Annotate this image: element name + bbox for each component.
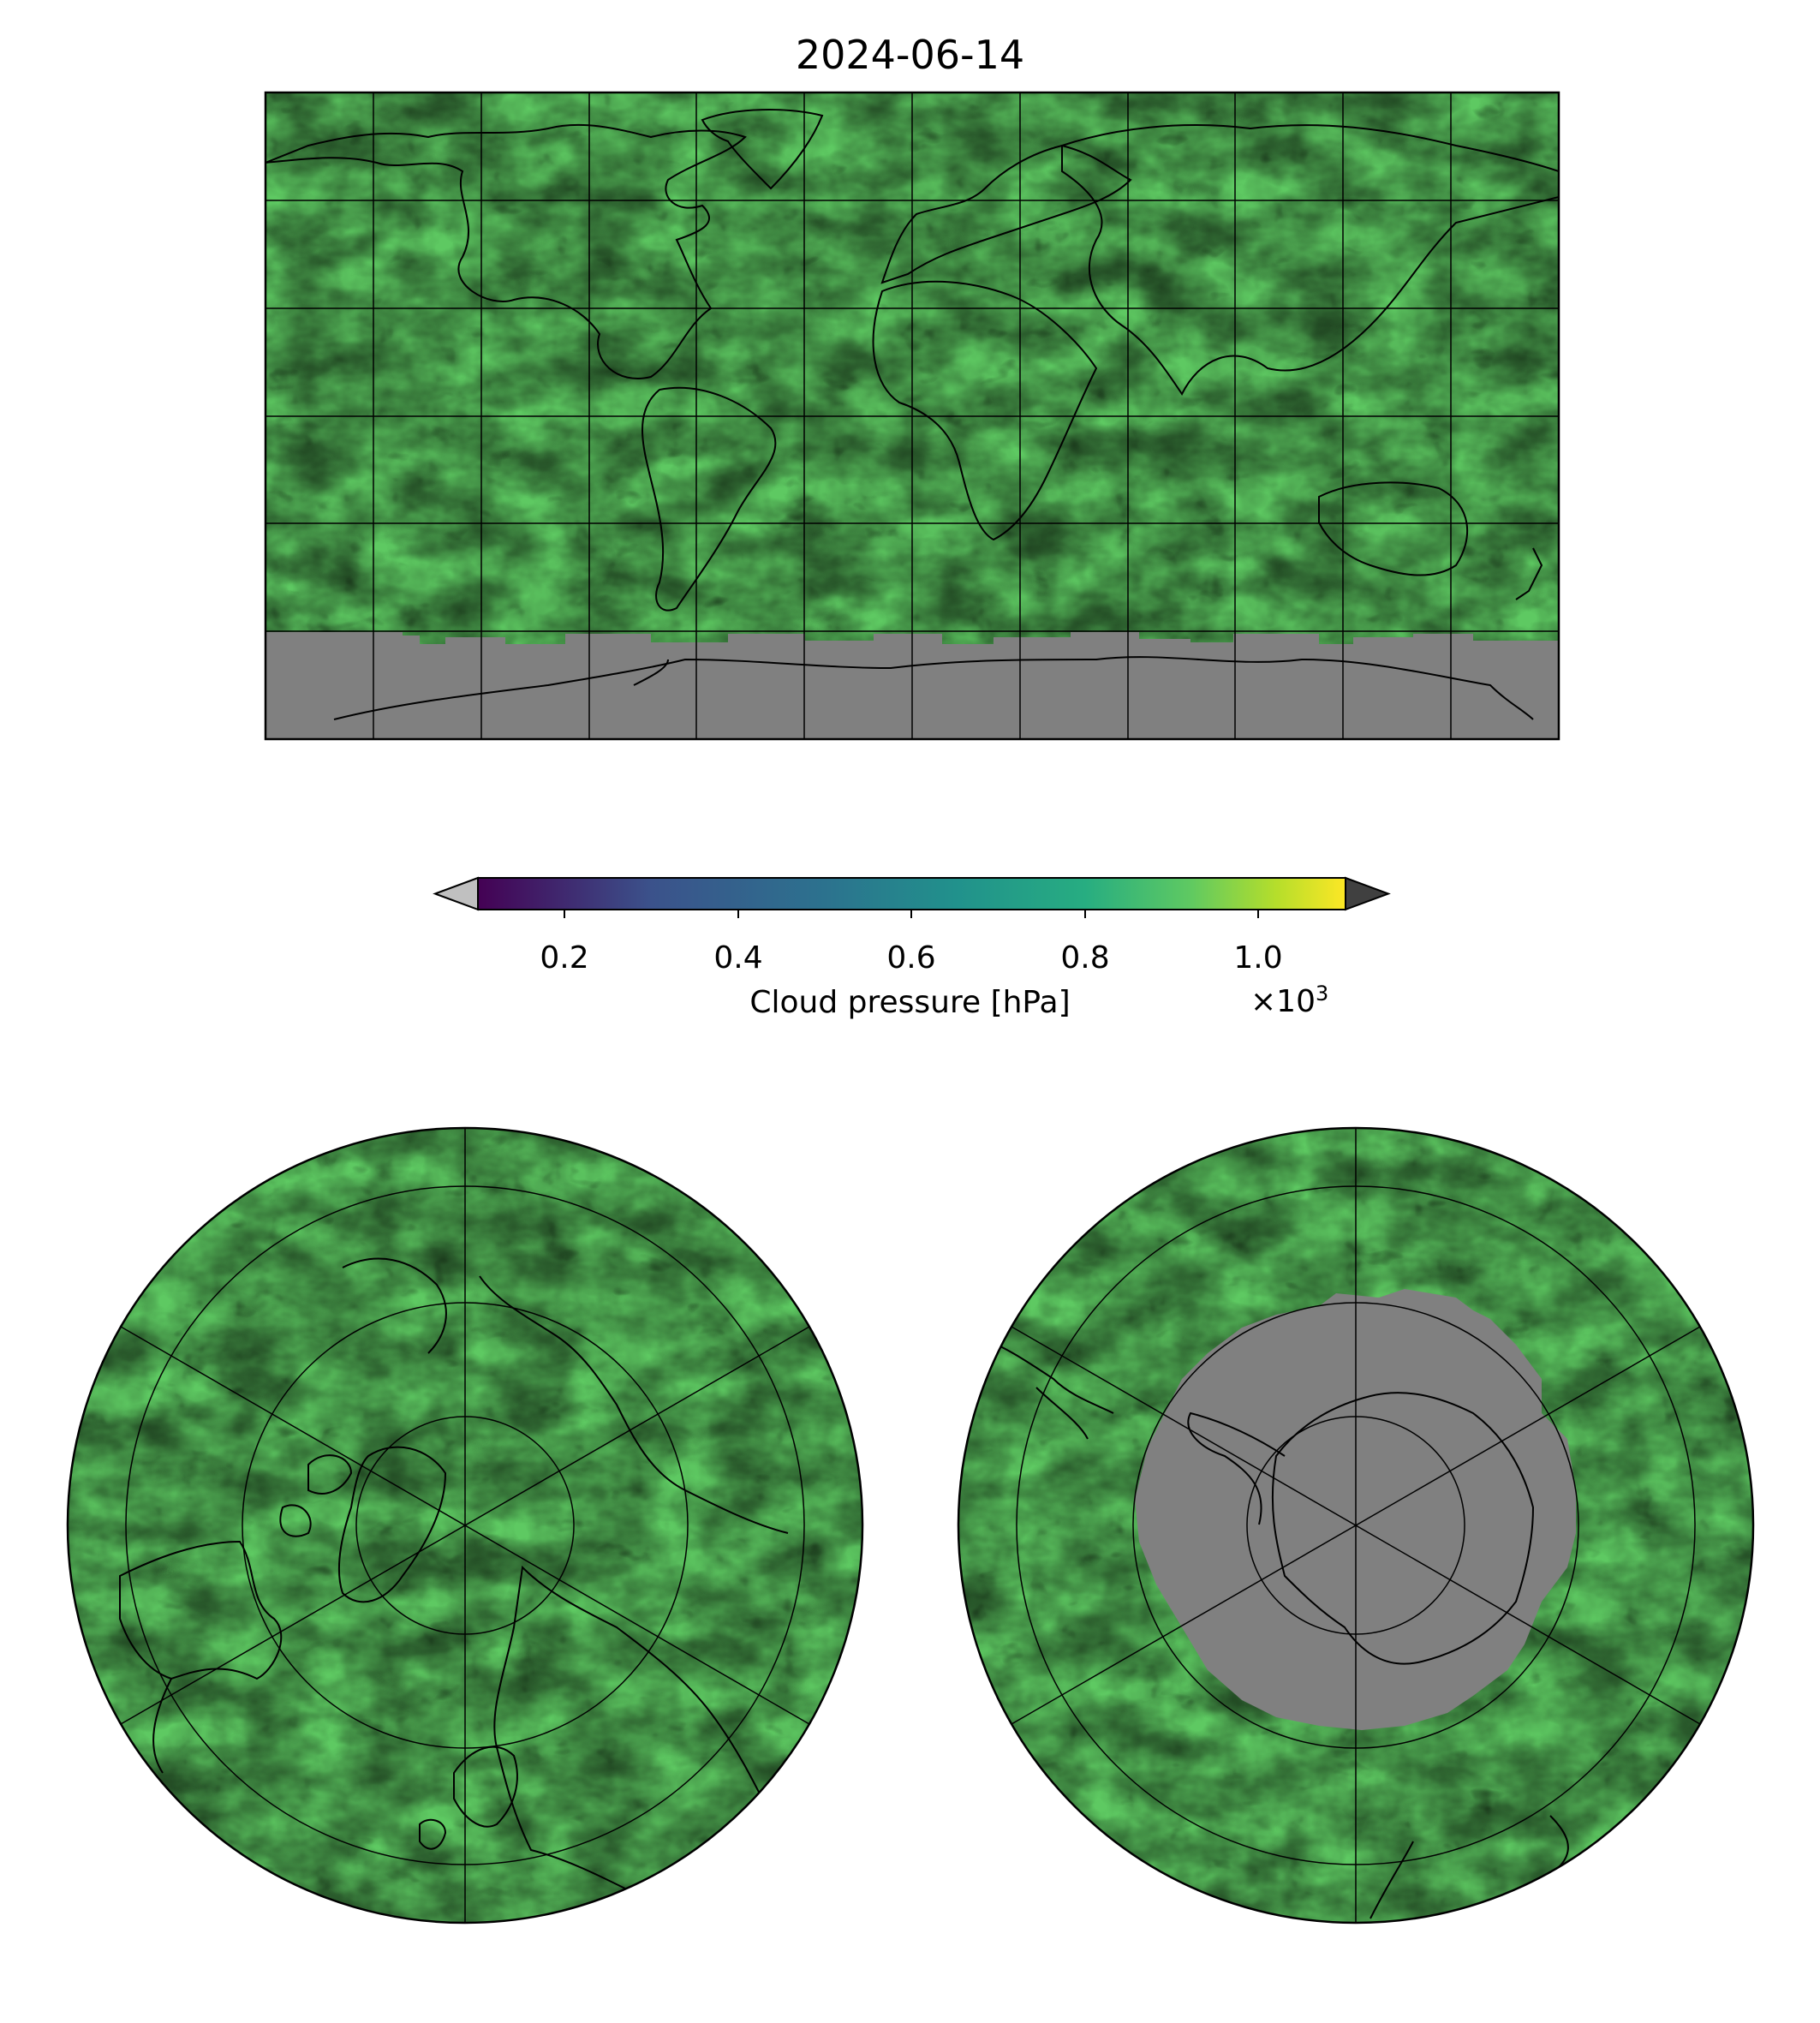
colorbar-extend-low <box>433 876 479 911</box>
colorbar-tick-label: 0.6 <box>886 940 936 976</box>
colorbar-label: Cloud pressure [hPa] <box>749 985 1071 1020</box>
global-map-frame <box>264 91 1560 741</box>
colorbar-tick-marks <box>564 910 1259 918</box>
figure-title: 2024-06-14 <box>795 32 1025 78</box>
north-polar-frame <box>66 1126 864 1925</box>
colorbar <box>433 876 1391 918</box>
colorbar-gradient <box>478 878 1346 910</box>
colorbar-tick-label: 0.8 <box>1060 940 1110 976</box>
colorbar-multiplier-exponent: 3 <box>1315 982 1329 1006</box>
global-gridlines <box>266 92 1559 739</box>
colorbar-extend-high <box>1345 876 1391 911</box>
colorbar-multiplier: ×103 <box>1250 982 1328 1019</box>
colorbar-multiplier-base: ×10 <box>1250 984 1316 1019</box>
north-gridlines <box>120 1128 810 1923</box>
south-polar-map <box>958 1128 1753 1923</box>
north-polar-map <box>68 1128 862 1923</box>
south-gridlines <box>1011 1128 1701 1923</box>
global-map <box>266 92 1559 739</box>
coastlines <box>266 109 1559 720</box>
south-polar-frame <box>957 1126 1755 1925</box>
colorbar-tick-label: 0.4 <box>713 940 763 976</box>
colorbar-tick-label: 1.0 <box>1233 940 1283 976</box>
colorbar-tick-label: 0.2 <box>540 940 589 976</box>
